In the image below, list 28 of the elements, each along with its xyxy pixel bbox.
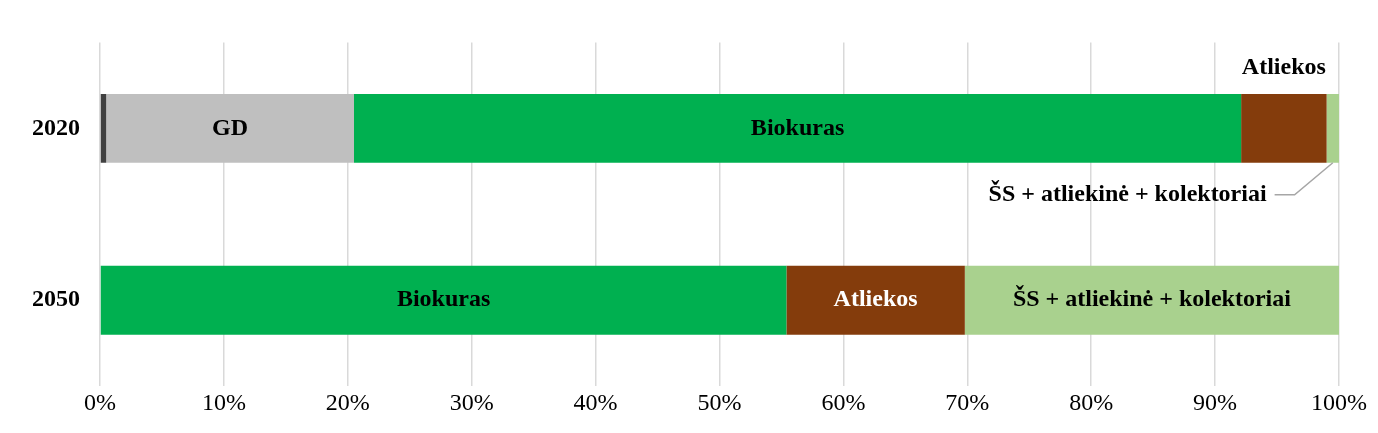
x-tick-label: 60%	[821, 388, 866, 415]
series-label: ŠS + atliekinė + kolektoriai	[1012, 285, 1292, 312]
x-tick-label: 20%	[325, 388, 370, 415]
text: Atliekos	[833, 285, 918, 312]
series-label: Atliekos	[1241, 53, 1326, 80]
x-tick-label: 40%	[573, 388, 618, 415]
bar	[786, 265, 965, 335]
bar	[1241, 93, 1327, 163]
x-tick-label: 70%	[945, 388, 990, 415]
x-tick-label: 50%	[697, 388, 742, 415]
y-tick-label: 2050	[32, 285, 80, 312]
bar	[1326, 93, 1339, 163]
x-tick-label: 30%	[449, 388, 494, 415]
series-label: GD	[212, 113, 249, 140]
bar	[100, 265, 787, 335]
text: Biokuras	[750, 113, 845, 140]
bar	[106, 93, 354, 163]
x-tick-label: 10%	[201, 388, 246, 415]
x-tick-label: 80%	[1069, 388, 1114, 415]
bar	[964, 265, 1339, 335]
y-tick-label: 2020	[32, 113, 80, 140]
series-label: Biokuras	[396, 285, 491, 312]
x-tick-label: 90%	[1193, 388, 1238, 415]
text: ŠS + atliekinė + kolektoriai	[988, 179, 1267, 206]
x-tick-label: 0%	[84, 388, 116, 415]
x-tick-label: 100%	[1311, 388, 1367, 415]
bar	[354, 93, 1242, 163]
bar	[100, 93, 107, 163]
